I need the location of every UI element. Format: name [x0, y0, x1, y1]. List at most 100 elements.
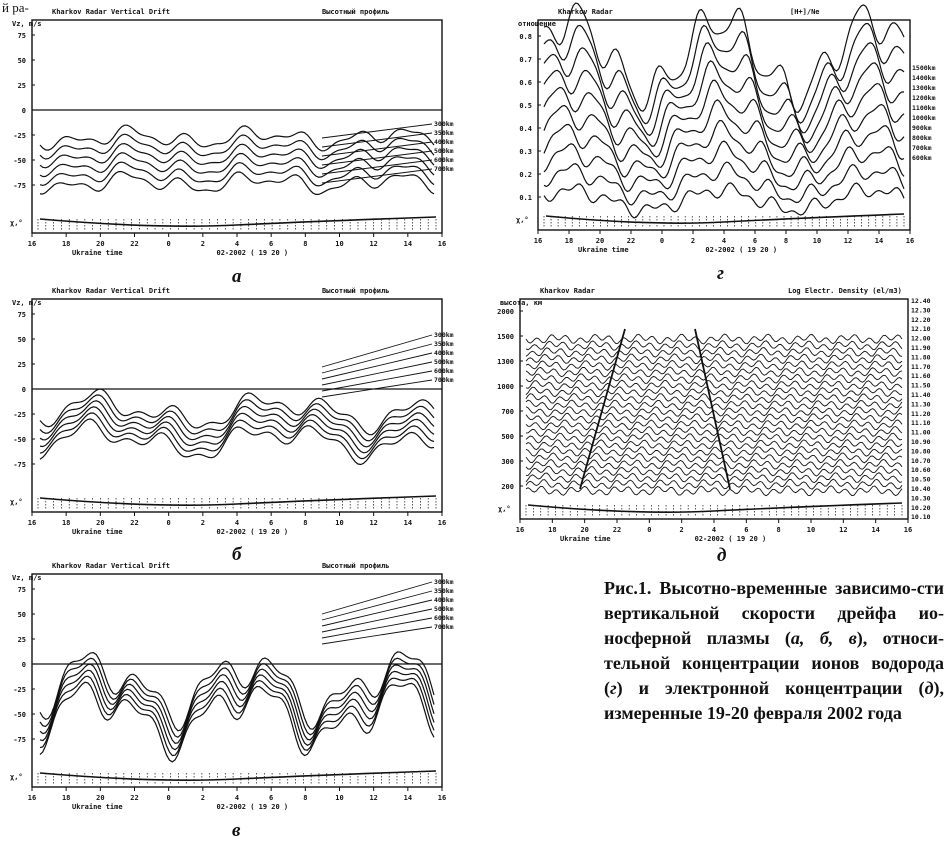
plot-frame — [519, 298, 909, 520]
chi-label: χ,° — [516, 216, 529, 224]
drift-curve — [39, 161, 435, 187]
drift-curve — [39, 651, 435, 732]
panel-d-density-plot: Kharkov Radar Log Electr. Density (el/m3)… — [480, 287, 945, 566]
y-tick-label: -25 — [13, 686, 26, 694]
altitude-label: 600km — [434, 614, 454, 622]
panel-a-chart: Kharkov Radar Vertical Drift Высотный про… — [10, 8, 454, 257]
chi-label: χ,° — [10, 498, 23, 506]
ratio-curve — [543, 23, 905, 125]
x-tick-label: 16 — [28, 794, 36, 802]
panel-b-drift-plot: Kharkov Radar Vertical Drift Высотный про… — [2, 287, 462, 565]
density-right-tick: 10.20 — [911, 504, 931, 512]
altitude-label: 700km — [434, 165, 454, 173]
density-contour — [525, 445, 903, 457]
chi-label: χ,° — [10, 773, 23, 781]
x-tick-label: 18 — [565, 237, 573, 245]
density-right-tick: 11.10 — [911, 419, 931, 427]
corner-fragment: й ра- — [2, 0, 29, 15]
y-tick-label: -25 — [13, 411, 26, 419]
altitude-label: 900km — [912, 124, 932, 132]
y-tick-label: 0.7 — [519, 56, 532, 64]
x-tick-label: 10 — [335, 519, 343, 527]
trajectory-line — [579, 328, 626, 490]
y-tick-label: 0.4 — [519, 125, 532, 133]
x-tick-label: 4 — [722, 237, 726, 245]
density-right-tick: 12.00 — [911, 335, 931, 343]
altitude-label: 800km — [912, 134, 932, 142]
panel-subtitle: Высотный профиль — [322, 562, 389, 570]
caption-part-3: ) и электронной концентрации ( — [616, 678, 925, 698]
drift-curve — [39, 412, 435, 460]
drift-curve — [39, 171, 435, 195]
density-contour — [525, 432, 903, 444]
density-right-tick: 11.90 — [911, 344, 931, 352]
density-right-tick: 10.80 — [911, 447, 931, 455]
x-tick-label: 16 — [28, 240, 36, 248]
drift-curve — [39, 669, 435, 751]
x-tick-label: 0 — [660, 237, 664, 245]
drift-curve — [39, 152, 435, 178]
caption-part-2: ), относи-тельной концентрации ионов вод… — [604, 628, 945, 698]
x-tick-label: 20 — [96, 240, 104, 248]
altitude-label: 1400km — [912, 74, 936, 82]
density-contour — [525, 392, 903, 404]
drift-curve — [39, 400, 435, 448]
chi-label: χ,° — [10, 219, 23, 227]
altitude-label: 400km — [434, 596, 454, 604]
panel-subtitle: Log Electr. Density (el/m3) — [788, 287, 902, 295]
panel-letter-g: г — [717, 263, 725, 284]
y-axis-label: высота, км — [500, 299, 542, 307]
altitude-leader — [321, 159, 433, 175]
x-tick-label: 16 — [28, 519, 36, 527]
altitude-leader — [321, 343, 433, 374]
x-tick-label: 22 — [627, 237, 635, 245]
x-tick-label: 4 — [235, 794, 239, 802]
density-contour — [525, 333, 903, 345]
x-tick-label: 8 — [303, 519, 307, 527]
x-tick-label: 10 — [335, 240, 343, 248]
density-right-tick: 10.50 — [911, 476, 931, 484]
caption-letters-abv: а, б, в — [790, 628, 857, 648]
altitude-label: 700km — [434, 376, 454, 384]
altitude-leader — [321, 132, 433, 148]
trajectory-line — [694, 328, 731, 490]
x-tick-label: 4 — [712, 526, 716, 534]
x-tick-label: 12 — [844, 237, 852, 245]
x-tick-label: 2 — [201, 519, 205, 527]
x-tick-label: 2 — [201, 794, 205, 802]
altitude-leader — [321, 608, 433, 633]
panel-letter-v: в — [232, 820, 241, 841]
x-axis-label: Ukraine time — [560, 535, 611, 543]
density-contour — [525, 472, 903, 484]
y-tick-label: 0 — [22, 661, 26, 669]
density-contour — [525, 340, 903, 352]
x-axis-label: Ukraine time — [72, 528, 123, 536]
x-tick-label: 22 — [130, 519, 138, 527]
x-tick-label: 20 — [580, 526, 588, 534]
panel-title: Kharkov Radar Vertical Drift — [52, 287, 170, 295]
plot-frame — [31, 573, 443, 788]
x-tick-label: 14 — [875, 237, 883, 245]
y-axis-label: Vz, m/s — [12, 299, 42, 307]
panel-letter-d: д — [717, 545, 727, 566]
y-tick-label: 25 — [18, 361, 26, 369]
x-tick-label: 22 — [130, 794, 138, 802]
y-tick-label: -75 — [13, 182, 26, 190]
altitude-label: 700km — [434, 623, 454, 631]
panel-subtitle: Высотный профиль — [322, 287, 389, 295]
x-tick-label: 0 — [647, 526, 651, 534]
x-axis-date: 02-2002 ( 19 20 ) — [217, 528, 289, 536]
drift-curve — [39, 388, 435, 436]
panel-subtitle: [H+]/Ne — [790, 8, 820, 16]
y-tick-label: 50 — [18, 611, 26, 619]
density-right-tick: 12.10 — [911, 325, 931, 333]
density-right-tick: 12.30 — [911, 306, 931, 314]
x-tick-label: 16 — [438, 240, 446, 248]
x-tick-label: 12 — [369, 794, 377, 802]
altitude-leader — [321, 379, 433, 398]
density-contour — [525, 425, 903, 437]
y-tick-label: -50 — [13, 711, 26, 719]
y-axis-label: отношение — [518, 20, 556, 28]
x-tick-label: 4 — [235, 240, 239, 248]
y-tick-label: 0 — [22, 107, 26, 115]
